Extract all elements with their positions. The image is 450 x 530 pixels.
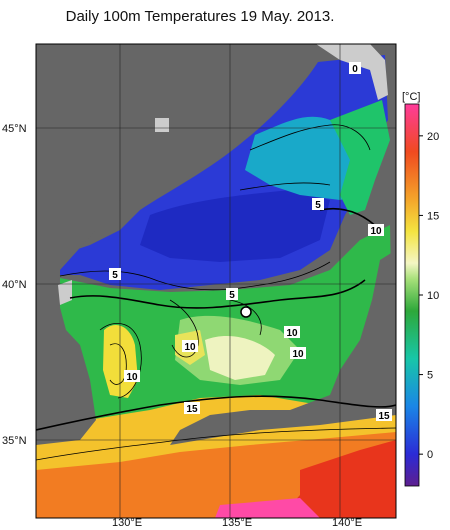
contour-label: 10 bbox=[286, 328, 298, 339]
graticule bbox=[36, 44, 396, 518]
lat-tick-label: 40°N bbox=[2, 279, 27, 291]
sea-pale bbox=[205, 335, 275, 380]
colorbar-tick-label: 10 bbox=[427, 290, 439, 302]
missing-data-patch bbox=[155, 118, 169, 132]
contour-label: 5 bbox=[112, 270, 118, 281]
colorbar-ticks: 20 15 10 5 0 bbox=[419, 131, 439, 461]
sea-green-ne bbox=[330, 100, 390, 215]
contour-label: 0 bbox=[352, 64, 358, 75]
colorbar-tick-label: 5 bbox=[427, 370, 433, 382]
contour-label: 5 bbox=[229, 290, 235, 301]
sea-deep-blue bbox=[140, 190, 330, 262]
warm-eddy bbox=[240, 306, 252, 318]
land-japan bbox=[170, 44, 396, 445]
contour-label: 10 bbox=[126, 372, 138, 383]
sea-red-se bbox=[280, 440, 396, 518]
lat-tick-label: 45°N bbox=[2, 123, 27, 135]
contour-label: 5 bbox=[315, 200, 321, 211]
map-title: Daily 100m Temperatures 19 May. 2013. bbox=[65, 8, 335, 25]
contour-label: 15 bbox=[186, 404, 198, 415]
sea-pink-kuroshio bbox=[215, 498, 320, 518]
colorbar-unit: [°C] bbox=[402, 91, 420, 103]
contour-label: 15 bbox=[378, 411, 390, 422]
contour-label: 10 bbox=[292, 349, 304, 360]
lat-tick-label: 35°N bbox=[2, 435, 27, 447]
lon-tick-label: 130°E bbox=[112, 517, 142, 529]
lon-tick-label: 135°E bbox=[222, 517, 252, 529]
contour-label: 10 bbox=[370, 226, 382, 237]
lon-tick-label: 140°E bbox=[332, 517, 362, 529]
map-frame bbox=[35, 43, 397, 519]
missing-data-sw bbox=[58, 280, 72, 305]
colorbar-tick-label: 0 bbox=[427, 449, 433, 461]
colorbar-tick-label: 15 bbox=[427, 210, 439, 222]
contour-label: 10 bbox=[184, 342, 196, 353]
colorbar-tick-label: 20 bbox=[427, 131, 439, 143]
land-korea bbox=[36, 44, 150, 445]
contour-label-group: 0 5 10 5 5 10 10 10 10 15 15 bbox=[109, 62, 392, 422]
missing-data-coast bbox=[316, 44, 388, 100]
colorbar bbox=[404, 103, 420, 487]
